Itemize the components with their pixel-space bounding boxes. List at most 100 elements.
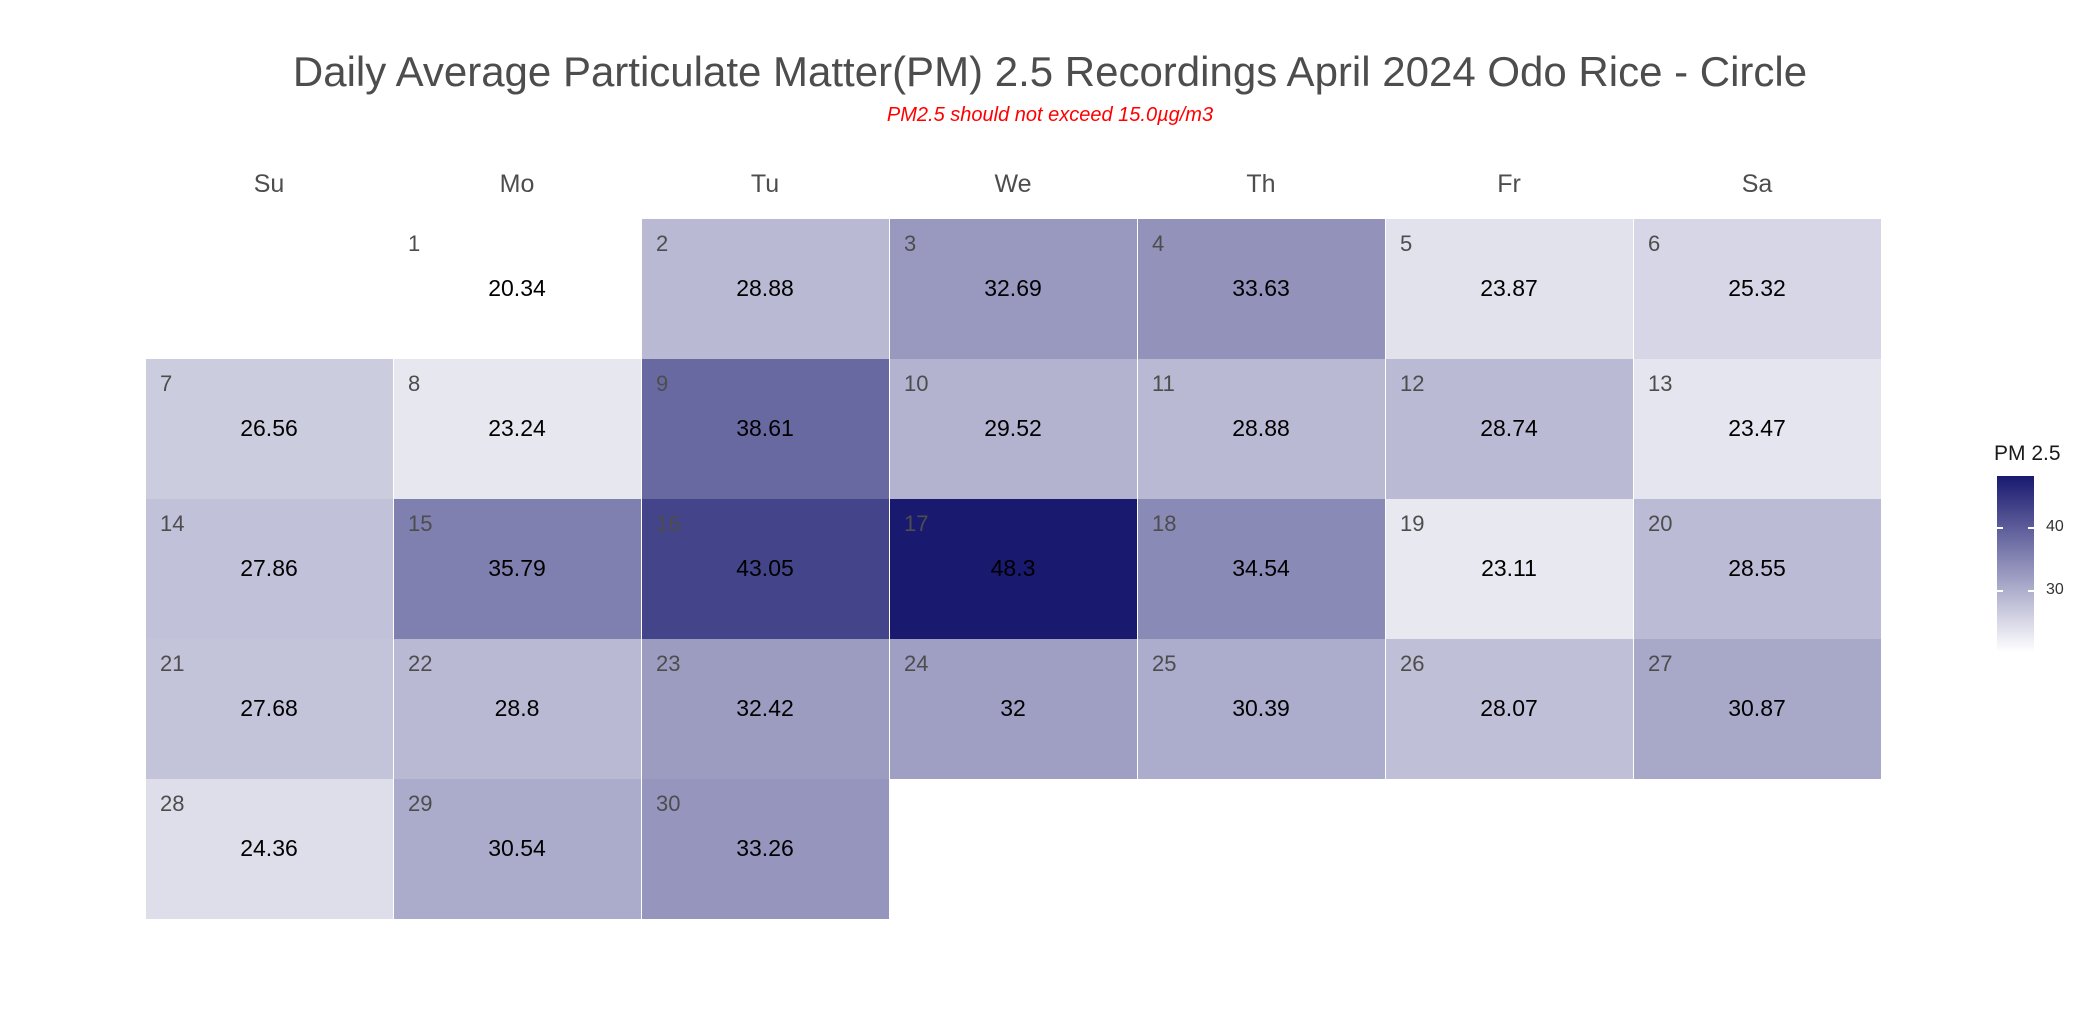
pm25-value-label: 33.26 xyxy=(736,835,794,861)
day-number: 22 xyxy=(408,651,433,676)
day-number: 29 xyxy=(408,791,433,816)
calendar-day-cell: 17 48.3 xyxy=(890,499,1137,639)
pm25-value-label: 23.11 xyxy=(1481,555,1537,581)
pm25-value-label: 30.87 xyxy=(1728,695,1786,721)
calendar-day-cell: 15 35.79 xyxy=(394,499,641,639)
day-number: 14 xyxy=(160,511,185,536)
weekday-header: We xyxy=(994,170,1032,198)
pm25-value-label: 29.52 xyxy=(984,415,1042,441)
calendar-day-cell: 1 20.34 xyxy=(394,219,641,359)
pm25-value-label: 32.42 xyxy=(736,695,794,721)
day-number: 20 xyxy=(1648,511,1673,536)
calendar-day-cell: 23 32.42 xyxy=(642,639,889,779)
weekday-header: Mo xyxy=(499,170,535,198)
pm25-value-label: 28.07 xyxy=(1480,695,1538,721)
pm25-value-label: 33.63 xyxy=(1232,275,1290,301)
calendar-day-cell: 21 27.68 xyxy=(146,639,393,779)
calendar-day-cell: 30 33.26 xyxy=(642,779,889,919)
legend-color-bar xyxy=(1997,476,2034,652)
calendar-day-cell: 12 28.74 xyxy=(1386,359,1633,499)
pm25-value-label: 24.36 xyxy=(240,835,298,861)
day-number: 3 xyxy=(904,231,917,256)
calendar-day-cell: 28 24.36 xyxy=(146,779,393,919)
day-number: 25 xyxy=(1152,651,1177,676)
day-number: 24 xyxy=(904,651,929,676)
day-number: 30 xyxy=(656,791,681,816)
calendar-day-cell: 22 28.8 xyxy=(394,639,641,779)
day-number: 1 xyxy=(408,231,421,256)
calendar-day-cell: 3 32.69 xyxy=(890,219,1137,359)
chart-title: Daily Average Particulate Matter(PM) 2.5… xyxy=(292,48,1808,95)
legend-tick-mark xyxy=(2028,590,2034,593)
calendar-day-cell: 9 38.61 xyxy=(642,359,889,499)
day-number: 26 xyxy=(1400,651,1425,676)
pm25-value-label: 28.74 xyxy=(1480,415,1538,441)
weekday-header: Tu xyxy=(750,170,780,198)
calendar-day-cell: 14 27.86 xyxy=(146,499,393,639)
weekday-header: Fr xyxy=(1497,170,1521,198)
calendar-day-cell: 18 34.54 xyxy=(1138,499,1385,639)
calendar-day-cell: 6 25.32 xyxy=(1634,219,1881,359)
legend-tick-label: 30 xyxy=(2046,581,2064,599)
day-number: 18 xyxy=(1152,511,1177,536)
legend-tick-mark xyxy=(2028,527,2034,530)
calendar-day-cell: 25 30.39 xyxy=(1138,639,1385,779)
pm25-value-label: 25.32 xyxy=(1728,275,1786,301)
calendar-day-cell: 4 33.63 xyxy=(1138,219,1385,359)
calendar-day-cell: 27 30.87 xyxy=(1634,639,1881,779)
day-number: 11 xyxy=(1152,371,1175,396)
legend-tick-label: 40 xyxy=(2046,518,2064,536)
pm25-value-label: 48.3 xyxy=(990,555,1036,581)
day-number: 5 xyxy=(1400,231,1413,256)
weekday-header: Sa xyxy=(1741,170,1773,198)
legend-tick-mark xyxy=(1997,527,2003,530)
pm25-value-label: 20.34 xyxy=(488,275,546,301)
pm25-value-label: 30.54 xyxy=(488,835,546,861)
pm25-value-label: 32.69 xyxy=(984,275,1042,301)
pm25-value-label: 27.68 xyxy=(240,695,298,721)
pm25-value-label: 23.47 xyxy=(1728,415,1786,441)
pm25-value-label: 23.87 xyxy=(1480,275,1538,301)
calendar-day-cell: 7 26.56 xyxy=(146,359,393,499)
calendar-day-cell: 13 23.47 xyxy=(1634,359,1881,499)
calendar-day-cell: 16 43.05 xyxy=(642,499,889,639)
pm25-value-label: 34.54 xyxy=(1232,555,1290,581)
pm25-value-label: 43.05 xyxy=(736,555,794,581)
calendar-day-cell: 26 28.07 xyxy=(1386,639,1633,779)
day-number: 12 xyxy=(1400,371,1425,396)
pm25-value-label: 35.79 xyxy=(488,555,546,581)
pm25-value-label: 28.8 xyxy=(494,695,540,721)
pm25-value-label: 27.86 xyxy=(240,555,298,581)
legend-title: PM 2.5 xyxy=(1994,442,2061,465)
calendar-day-cell: 8 23.24 xyxy=(394,359,641,499)
pm25-value-label: 23.24 xyxy=(488,415,546,441)
day-number: 8 xyxy=(408,371,421,396)
calendar-day-cell: 20 28.55 xyxy=(1634,499,1881,639)
calendar-day-cell: 24 32 xyxy=(890,639,1137,779)
day-number: 10 xyxy=(904,371,929,396)
day-number: 9 xyxy=(656,371,669,396)
pm25-value-label: 30.39 xyxy=(1232,695,1290,721)
pm25-value-label: 38.61 xyxy=(736,415,794,441)
calendar-day-cell: 5 23.87 xyxy=(1386,219,1633,359)
day-number: 6 xyxy=(1648,231,1661,256)
calendar-day-cell: 29 30.54 xyxy=(394,779,641,919)
pm25-value-label: 28.88 xyxy=(736,275,794,301)
day-number: 19 xyxy=(1400,511,1425,536)
pm25-value-label: 28.88 xyxy=(1232,415,1290,441)
day-number: 17 xyxy=(904,511,929,536)
calendar-day-cell: 11 28.88 xyxy=(1138,359,1385,499)
day-number: 21 xyxy=(160,651,185,676)
day-number: 7 xyxy=(160,371,173,396)
legend-tick-mark xyxy=(1997,590,2003,593)
day-number: 2 xyxy=(656,231,669,256)
calendar-day-cell: 2 28.88 xyxy=(642,219,889,359)
calendar-day-cell: 19 23.11 xyxy=(1386,499,1633,639)
day-number: 13 xyxy=(1648,371,1673,396)
chart-subtitle: PM2.5 should not exceed 15.0µg/m3 xyxy=(886,104,1214,126)
weekday-header: Su xyxy=(253,170,285,198)
day-number: 27 xyxy=(1648,651,1673,676)
pm25-value-label: 32 xyxy=(1000,695,1026,721)
pm25-value-label: 28.55 xyxy=(1728,555,1786,581)
pm25-value-label: 26.56 xyxy=(240,415,298,441)
